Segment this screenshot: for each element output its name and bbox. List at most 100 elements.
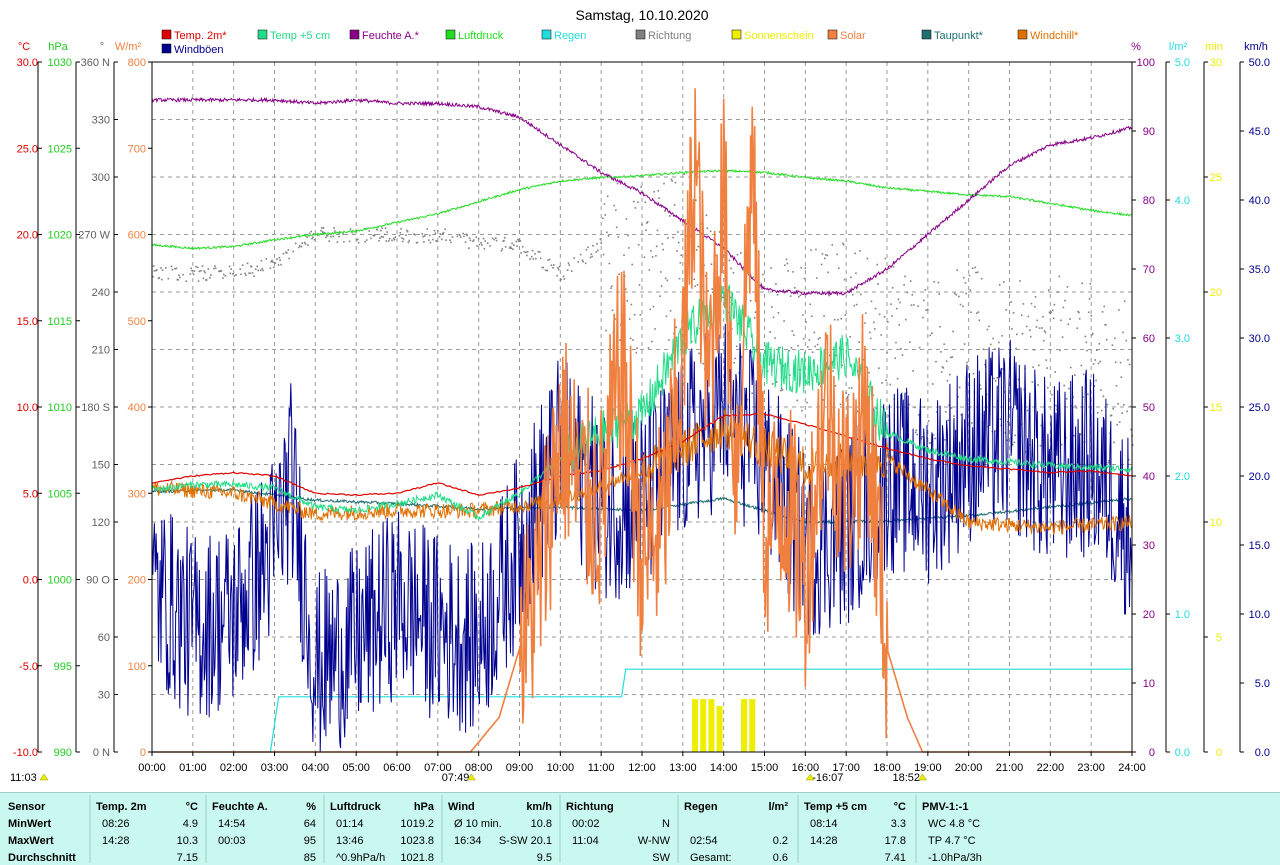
direction-point [933, 280, 936, 283]
time-marker-icon [39, 773, 49, 781]
direction-point [723, 332, 726, 335]
direction-point [1079, 433, 1082, 436]
direction-point [491, 237, 494, 240]
direction-point [846, 395, 849, 398]
legend-swatch [921, 29, 932, 40]
direction-point [799, 294, 802, 297]
direction-point [785, 258, 788, 261]
direction-point [766, 370, 769, 373]
direction-point [840, 317, 843, 320]
direction-point [646, 222, 648, 224]
direction-point [1087, 311, 1090, 314]
axis-tick-label: 270 W [78, 230, 110, 242]
direction-point [858, 341, 861, 343]
direction-point [405, 234, 407, 236]
axis-tick-label: 30 [1210, 57, 1222, 69]
direction-point [834, 385, 837, 387]
direction-point [677, 241, 680, 244]
direction-point [333, 227, 335, 229]
series-line-taupunkt [151, 487, 1133, 526]
direction-point [842, 242, 844, 245]
axis-tick-label: 210 [92, 345, 110, 357]
axis-unit-label: W/m² [115, 41, 142, 53]
direction-point [752, 276, 754, 279]
direction-point [219, 270, 222, 273]
direction-point [1074, 405, 1077, 407]
direction-point [819, 336, 821, 339]
stats-cell-value: 10.8 [531, 818, 552, 830]
direction-point [947, 419, 950, 422]
direction-point [1037, 384, 1039, 386]
direction-point [1038, 327, 1041, 329]
series-line-luftdruck [151, 168, 1133, 251]
stats-cell-value: 3.3 [891, 818, 906, 830]
direction-point [526, 250, 529, 253]
direction-point [647, 347, 650, 349]
axis-tick-label: 800 [128, 57, 146, 69]
direction-point [239, 268, 241, 270]
direction-point [434, 232, 437, 235]
direction-point [668, 339, 670, 341]
direction-point [989, 343, 992, 346]
direction-point [771, 306, 773, 308]
stats-cell-value: 17.8 [885, 835, 906, 847]
direction-point [557, 268, 560, 271]
direction-point [526, 254, 528, 257]
direction-point [637, 201, 639, 203]
direction-point [618, 273, 620, 276]
direction-point [285, 251, 287, 254]
direction-point [1070, 405, 1073, 407]
direction-point [1126, 410, 1128, 413]
direction-point [313, 238, 316, 241]
axis-tick-label: 0 [1216, 747, 1222, 759]
direction-point [632, 339, 634, 341]
axis-tick-label: 20.0 [17, 230, 38, 242]
direction-point [222, 277, 224, 279]
axis-tick-label: 5.0 [1175, 57, 1190, 69]
direction-point [568, 264, 571, 266]
direction-point [628, 318, 631, 320]
direction-point [392, 237, 395, 240]
direction-point [428, 234, 431, 237]
direction-point [817, 338, 820, 340]
direction-point [550, 264, 553, 267]
stats-cell-time: 11:04 [572, 835, 599, 847]
stats-cell-time: 16:34 [454, 835, 482, 847]
sunshine-bar [700, 699, 707, 752]
time-marker-icon [466, 773, 476, 781]
direction-point [1097, 362, 1100, 365]
direction-point [898, 324, 901, 326]
direction-point [880, 334, 883, 336]
axis-tick-label: 1005 [48, 488, 72, 500]
direction-point [1061, 336, 1064, 338]
direction-point [1091, 332, 1094, 335]
direction-point [1069, 366, 1072, 369]
stats-cell-time: WC 4.8 °C [928, 818, 980, 830]
stats-cell-time: 14:54 [218, 818, 246, 830]
direction-point [838, 267, 840, 270]
stats-cell-time: 01:14 [336, 818, 364, 830]
direction-point [786, 262, 789, 265]
direction-point [382, 236, 384, 238]
direction-point [901, 354, 904, 356]
direction-point [1058, 275, 1061, 278]
legend-swatch [257, 29, 268, 40]
direction-point [1104, 323, 1106, 326]
direction-point [900, 348, 902, 350]
direction-point [472, 240, 474, 243]
axis-tick-label: 1.0 [1175, 609, 1190, 621]
direction-point [1086, 349, 1088, 352]
axis-tick-label: 50 [1143, 402, 1155, 414]
direction-point [969, 289, 972, 292]
time-marker-icon [918, 773, 927, 781]
direction-point [1103, 305, 1106, 308]
direction-point [836, 253, 838, 256]
direction-point [307, 244, 309, 246]
direction-point [559, 279, 562, 282]
direction-point [825, 362, 828, 364]
direction-point [787, 270, 789, 272]
direction-point [165, 267, 167, 269]
time-marker-icon [805, 773, 815, 781]
axis-tick-label: 20.0 [1249, 471, 1270, 483]
direction-point [797, 295, 800, 298]
